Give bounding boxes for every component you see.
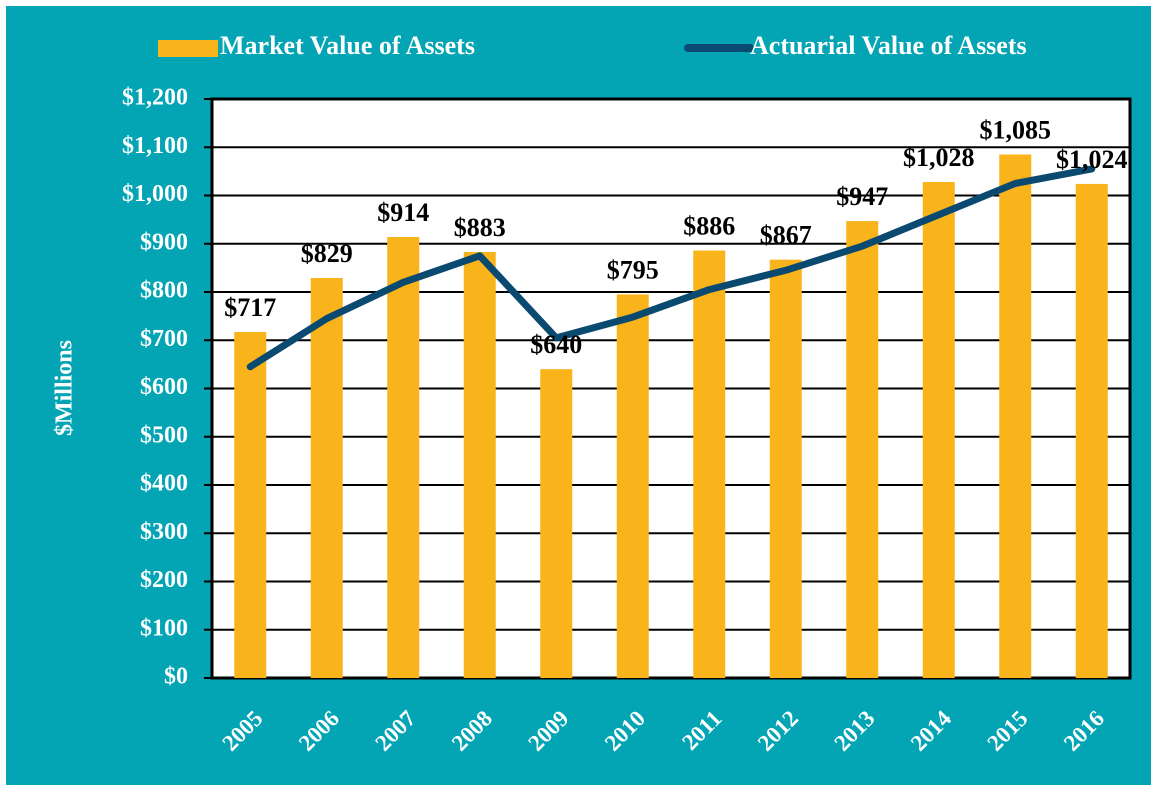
legend-label: Market Value of Assets [220,31,475,60]
bar [1075,183,1108,679]
y-tick-label: $500 [140,422,188,448]
y-tick-label: $1,000 [122,181,188,207]
bar [769,259,802,678]
legend-label: Actuarial Value of Assets [750,31,1027,60]
data-label: $795 [607,255,659,284]
y-tick-label: $200 [140,567,188,593]
y-tick-label: $100 [140,615,188,641]
data-label: $914 [377,198,429,227]
data-label: $883 [454,213,506,242]
legend-swatch [158,40,218,57]
y-tick-label: $900 [140,229,188,255]
bar [310,278,343,678]
y-tick-label: $600 [140,374,188,400]
bar [616,294,649,678]
y-tick-label: $1,100 [122,133,188,159]
data-label: $1,024 [1056,145,1128,174]
data-label: $1,085 [980,115,1052,144]
y-tick-label: $400 [140,471,188,497]
bar [922,181,955,679]
data-label: $886 [683,211,735,240]
data-label: $947 [836,182,888,211]
bar [846,221,879,678]
data-label: $1,028 [903,143,975,172]
y-tick-label: $700 [140,326,188,352]
y-tick-label: $800 [140,278,188,304]
bar [463,251,496,678]
bar [234,332,267,678]
data-label: $867 [760,221,812,250]
data-label: $640 [530,330,582,359]
y-axis-title: $Millions [52,340,78,436]
bar [540,369,573,678]
y-tick-label: $300 [140,519,188,545]
bar [693,250,726,678]
data-label: $829 [301,239,353,268]
bar [387,236,420,678]
bar [999,154,1032,679]
plot-frame [210,97,1132,680]
y-tick-label: $0 [164,664,188,690]
data-label: $717 [224,293,276,322]
line [246,165,1096,371]
y-tick-label: $1,200 [122,85,188,111]
